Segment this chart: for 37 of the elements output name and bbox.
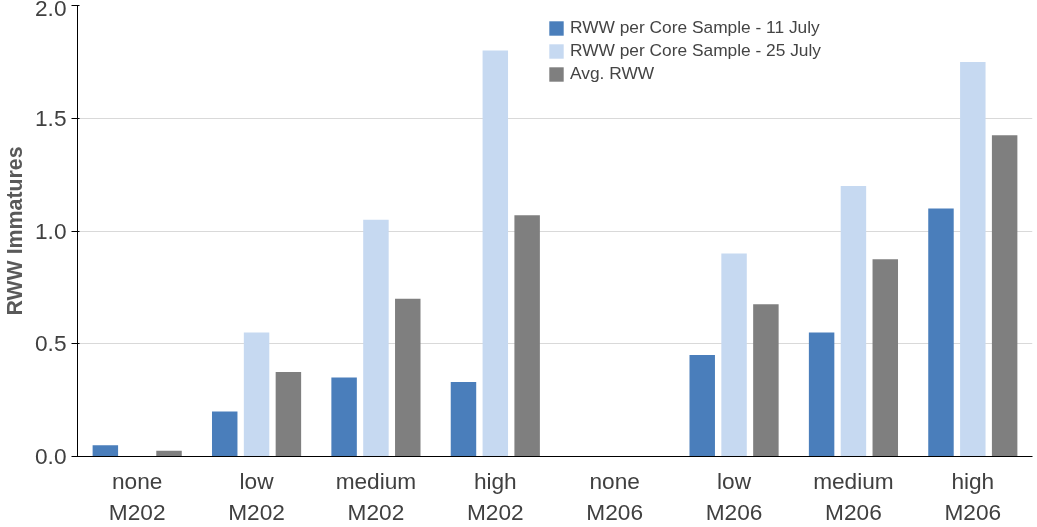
x-tick-label: medium M206	[813, 467, 894, 525]
y-tick-label: 0.0	[35, 443, 67, 469]
x-tick-label: none M202	[108, 467, 166, 525]
bar	[212, 411, 238, 457]
x-tick-label: none M206	[586, 467, 644, 525]
bar	[331, 377, 357, 457]
bar	[689, 355, 715, 457]
legend-label: Avg. RWW	[570, 63, 655, 84]
bar	[808, 332, 835, 457]
bar	[928, 208, 954, 457]
x-tick-label: low M206	[705, 467, 763, 525]
y-tick-label: 1.0	[35, 217, 67, 244]
bar	[92, 445, 119, 457]
y-tick-label: 2.0	[35, 0, 67, 21]
bar	[514, 215, 540, 457]
bar	[991, 135, 1018, 457]
bar	[872, 259, 898, 457]
bar	[721, 253, 747, 457]
x-tick-label: low M202	[228, 467, 285, 525]
bar	[840, 185, 867, 457]
bar	[482, 50, 509, 457]
bar	[156, 450, 182, 457]
legend-label: RWW per Core Sample - 25 July	[570, 40, 822, 61]
x-tick-label: high M202	[466, 467, 524, 525]
bar	[395, 298, 421, 457]
bar	[275, 371, 302, 457]
y-tick-label: 1.5	[35, 104, 67, 131]
bar	[363, 219, 389, 457]
legend-label: RWW per Core Sample - 11 July	[570, 17, 820, 38]
y-axis-title: RWW Immatures	[3, 146, 27, 316]
y-tick-label: 0.5	[35, 330, 67, 357]
bar	[960, 61, 986, 457]
x-tick-label: medium M202	[335, 467, 417, 525]
bar	[753, 304, 779, 457]
bar	[243, 332, 270, 457]
x-tick-label: high M206	[944, 467, 1002, 525]
bar	[450, 382, 477, 457]
